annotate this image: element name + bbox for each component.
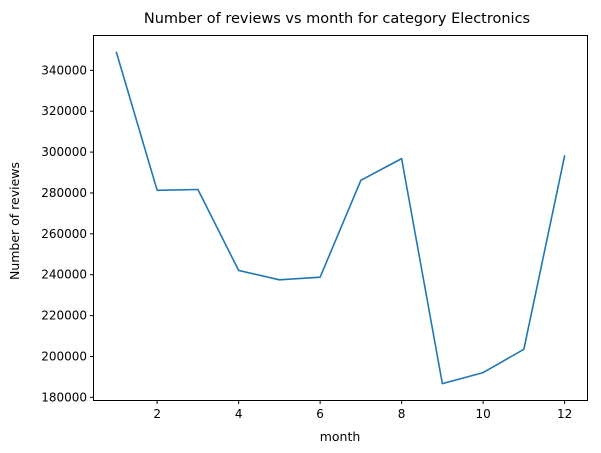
chart-title: Number of reviews vs month for category … [144,11,530,27]
y-tick-label: 280000 [41,186,87,200]
x-tick-label: 6 [316,407,324,421]
plot-area: 2 4 6 8 10 12 180000 200000 220000 240000 260000 28… [41,51,572,421]
axes-frame [93,35,588,401]
y-tick-label: 220000 [41,309,87,323]
x-tick-label: 12 [557,407,572,421]
y-tick-label: 320000 [41,104,87,118]
y-tick-label: 200000 [41,349,87,363]
y-tick-label: 340000 [41,63,87,77]
x-tick-label: 8 [398,407,406,421]
y-tick-label: 300000 [41,145,87,159]
x-tick-label: 4 [235,407,243,421]
x-axis-label: month [320,429,361,444]
y-tick-label: 240000 [41,268,87,282]
x-tick-label: 2 [153,407,161,421]
y-tick-label: 180000 [41,390,87,404]
y-axis-label: Number of reviews [7,162,22,280]
y-tick-label: 260000 [41,227,87,241]
x-tick-label: 10 [475,407,490,421]
series-line [115,51,566,385]
